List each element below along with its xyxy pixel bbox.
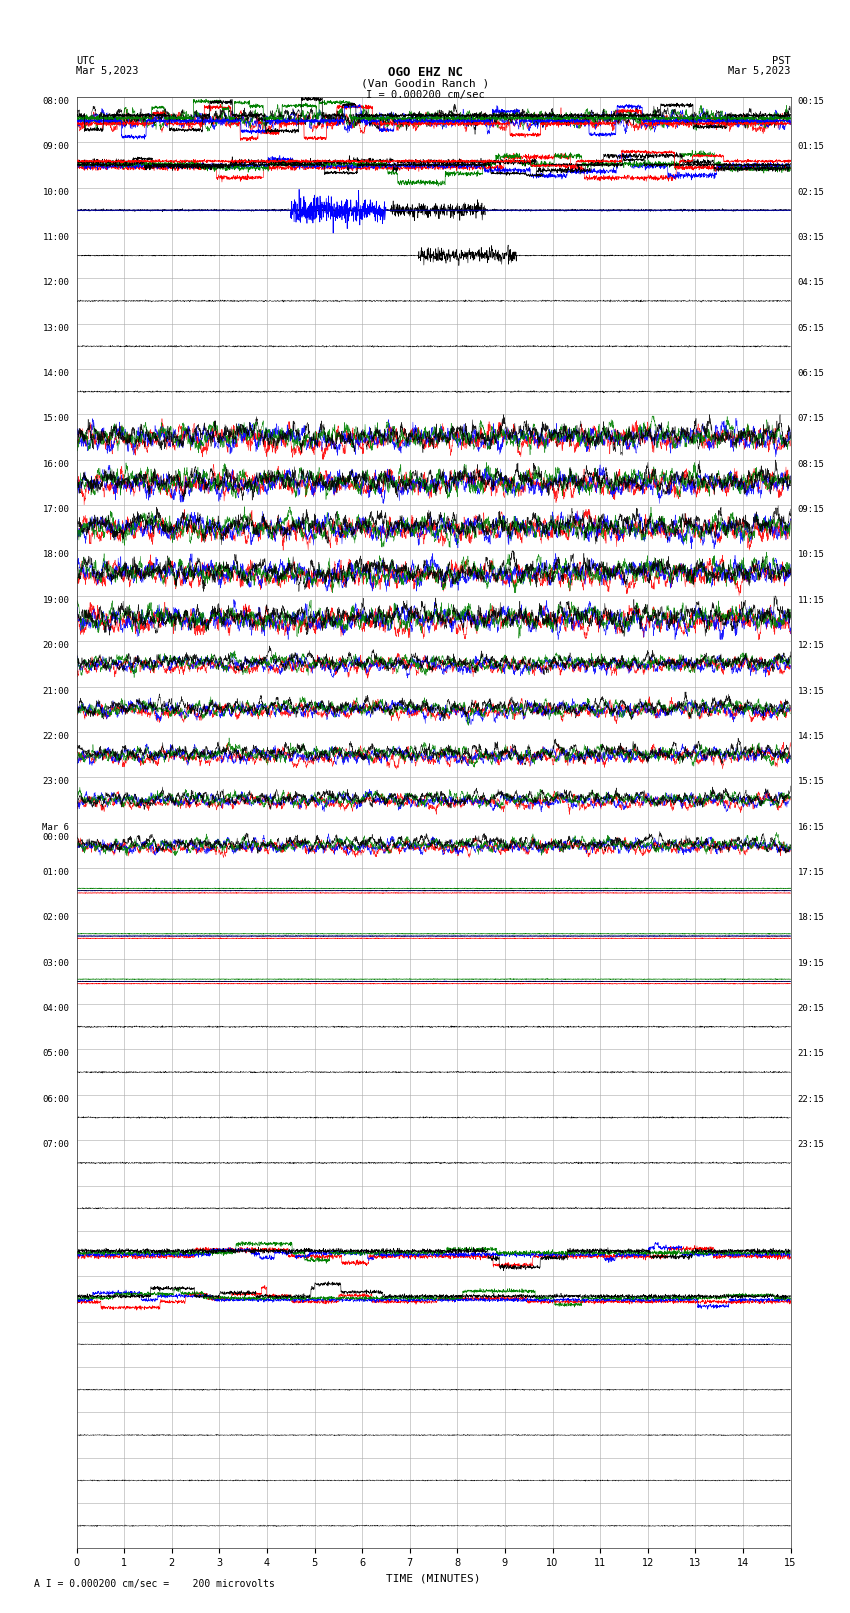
Text: 05:15: 05:15 — [797, 324, 824, 332]
Text: 03:00: 03:00 — [42, 958, 70, 968]
Text: I = 0.000200 cm/sec: I = 0.000200 cm/sec — [366, 90, 484, 100]
Text: 17:00: 17:00 — [42, 505, 70, 515]
Text: 04:15: 04:15 — [797, 279, 824, 287]
Text: 10:00: 10:00 — [42, 187, 70, 197]
Text: 15:00: 15:00 — [42, 415, 70, 423]
Text: 20:00: 20:00 — [42, 642, 70, 650]
Text: 02:00: 02:00 — [42, 913, 70, 923]
Text: 14:15: 14:15 — [797, 732, 824, 740]
Text: 01:00: 01:00 — [42, 868, 70, 877]
Text: 22:15: 22:15 — [797, 1095, 824, 1103]
Text: 07:00: 07:00 — [42, 1140, 70, 1148]
Text: 00:15: 00:15 — [797, 97, 824, 106]
Text: 02:15: 02:15 — [797, 187, 824, 197]
Text: 12:15: 12:15 — [797, 642, 824, 650]
Text: 11:00: 11:00 — [42, 232, 70, 242]
Text: 15:15: 15:15 — [797, 777, 824, 786]
Text: (Van Goodin Ranch ): (Van Goodin Ranch ) — [361, 79, 489, 89]
Text: 16:15: 16:15 — [797, 823, 824, 832]
Text: 18:00: 18:00 — [42, 550, 70, 560]
Text: 03:15: 03:15 — [797, 232, 824, 242]
Text: 13:00: 13:00 — [42, 324, 70, 332]
Text: PST: PST — [772, 56, 791, 66]
Text: Mar 5,2023: Mar 5,2023 — [76, 66, 139, 76]
Text: 21:15: 21:15 — [797, 1050, 824, 1058]
Text: 01:15: 01:15 — [797, 142, 824, 152]
Text: 18:15: 18:15 — [797, 913, 824, 923]
Text: 23:15: 23:15 — [797, 1140, 824, 1148]
Text: 04:00: 04:00 — [42, 1003, 70, 1013]
Text: 23:00: 23:00 — [42, 777, 70, 786]
Text: 06:00: 06:00 — [42, 1095, 70, 1103]
Text: 19:15: 19:15 — [797, 958, 824, 968]
Text: 17:15: 17:15 — [797, 868, 824, 877]
Text: 09:15: 09:15 — [797, 505, 824, 515]
Text: Mar 5,2023: Mar 5,2023 — [728, 66, 791, 76]
Text: Mar 6
00:00: Mar 6 00:00 — [42, 823, 70, 842]
Text: 08:15: 08:15 — [797, 460, 824, 469]
Text: 16:00: 16:00 — [42, 460, 70, 469]
Text: 13:15: 13:15 — [797, 687, 824, 695]
Text: 21:00: 21:00 — [42, 687, 70, 695]
Text: 22:00: 22:00 — [42, 732, 70, 740]
Text: 20:15: 20:15 — [797, 1003, 824, 1013]
X-axis label: TIME (MINUTES): TIME (MINUTES) — [386, 1574, 481, 1584]
Text: 09:00: 09:00 — [42, 142, 70, 152]
Text: OGO EHZ NC: OGO EHZ NC — [388, 66, 462, 79]
Text: 19:00: 19:00 — [42, 595, 70, 605]
Text: 14:00: 14:00 — [42, 369, 70, 377]
Text: 08:00: 08:00 — [42, 97, 70, 106]
Text: 10:15: 10:15 — [797, 550, 824, 560]
Text: A I = 0.000200 cm/sec =    200 microvolts: A I = 0.000200 cm/sec = 200 microvolts — [34, 1579, 275, 1589]
Text: 07:15: 07:15 — [797, 415, 824, 423]
Text: UTC: UTC — [76, 56, 95, 66]
Text: 05:00: 05:00 — [42, 1050, 70, 1058]
Text: 11:15: 11:15 — [797, 595, 824, 605]
Text: 06:15: 06:15 — [797, 369, 824, 377]
Text: 12:00: 12:00 — [42, 279, 70, 287]
